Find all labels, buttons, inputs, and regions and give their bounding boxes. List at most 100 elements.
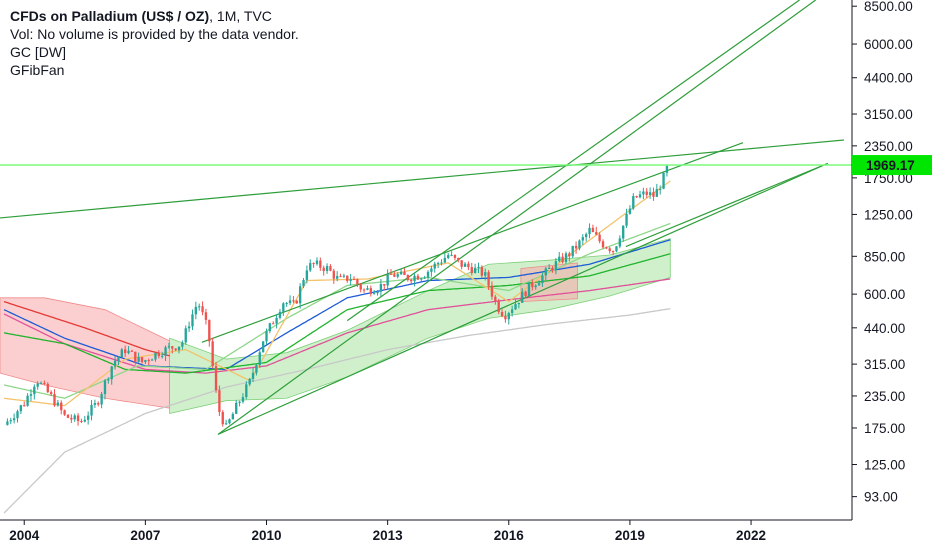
- symbol-name: CFDs on Palladium (US$ / OZ): [10, 8, 210, 24]
- ma-line-2: [3, 239, 671, 371]
- candle-body: [26, 395, 29, 406]
- candle-body: [551, 267, 554, 270]
- candle-body: [282, 303, 285, 312]
- candle-body: [194, 306, 198, 315]
- candle-body: [416, 275, 420, 280]
- candle-body: [228, 419, 231, 424]
- indicator-gc[interactable]: GC [DW]: [10, 44, 66, 60]
- candle-body: [248, 378, 251, 385]
- candle-body: [120, 349, 123, 358]
- candle-body: [544, 268, 547, 276]
- candle-body: [638, 194, 642, 198]
- x-tick-label: 2013: [373, 528, 404, 543]
- candle-body: [581, 237, 584, 241]
- candle-body: [652, 192, 655, 197]
- candle-body: [393, 274, 396, 277]
- candle-body: [487, 272, 490, 286]
- candle-body: [322, 267, 325, 272]
- candle-body: [463, 263, 467, 267]
- candle-body: [285, 303, 288, 305]
- candle-body: [490, 285, 494, 297]
- candle-body: [507, 313, 510, 320]
- candle-body: [467, 263, 470, 268]
- candle-body: [574, 245, 578, 249]
- candle-body: [325, 266, 329, 272]
- candle-body: [309, 263, 312, 271]
- candle-body: [211, 341, 214, 367]
- x-tick-label: 2022: [736, 528, 766, 543]
- candle-body: [352, 279, 356, 281]
- candle-body: [181, 342, 184, 347]
- candle-body: [588, 227, 591, 235]
- candle-body: [137, 357, 140, 362]
- candle-body: [268, 323, 272, 332]
- candle-body: [531, 282, 534, 288]
- candle-body: [46, 383, 49, 393]
- candle-body: [601, 241, 605, 248]
- y-tick-label: 4400.00: [864, 71, 913, 86]
- symbol-title[interactable]: CFDs on Palladium (US$ / OZ), 1M, TVC: [10, 7, 299, 25]
- candle-body: [265, 331, 268, 342]
- candle-body: [214, 366, 218, 391]
- candle-body: [187, 326, 191, 329]
- volume-note: Vol: No volume is provided by the data v…: [10, 26, 299, 42]
- candle-body: [315, 260, 319, 264]
- candle-body: [618, 238, 621, 247]
- candle-body: [117, 357, 120, 361]
- candle-body: [238, 401, 241, 403]
- candle-body: [591, 227, 595, 233]
- y-tick-label: 175.00: [864, 421, 905, 436]
- candle-body: [110, 366, 113, 380]
- candle-body: [312, 263, 315, 265]
- candle-body: [659, 188, 662, 190]
- candle-body: [123, 349, 127, 354]
- candle-body: [9, 420, 12, 422]
- candle-body: [359, 284, 362, 290]
- candle-body: [295, 300, 298, 304]
- candle-body: [60, 402, 63, 411]
- candle-body: [349, 279, 352, 281]
- ma-line-5: [3, 222, 671, 399]
- candle-body: [386, 273, 389, 286]
- candle-body: [642, 191, 645, 195]
- candle-body: [113, 360, 117, 367]
- candle-body: [662, 172, 665, 189]
- candle-body: [366, 288, 369, 290]
- candle-body: [184, 328, 187, 343]
- candle-body: [430, 268, 433, 272]
- candle-body: [655, 189, 659, 197]
- candle-body: [29, 394, 33, 396]
- candle-body: [332, 270, 335, 279]
- candle-body: [369, 288, 372, 294]
- candle-body: [161, 355, 164, 357]
- candle-body: [423, 277, 426, 279]
- y-axis[interactable]: 8500.006000.004400.003150.002350.001750.…: [852, 0, 913, 505]
- x-tick-label: 2007: [130, 528, 160, 543]
- candle-body: [140, 357, 144, 363]
- y-tick-label: 2350.00: [864, 139, 913, 154]
- chart-legend: CFDs on Palladium (US$ / OZ), 1M, TVC Vo…: [10, 7, 299, 79]
- x-tick-label: 2019: [615, 528, 645, 543]
- candle-body: [201, 306, 204, 313]
- price-tag-box: [852, 155, 932, 176]
- candle-body: [107, 379, 110, 381]
- candle-body: [584, 234, 588, 238]
- candle-body: [494, 296, 497, 302]
- candle-body: [339, 276, 342, 278]
- candle-body: [615, 246, 618, 252]
- fan-line-5: [625, 162, 829, 248]
- y-tick-label: 8500.00: [864, 0, 913, 14]
- candle-body: [90, 404, 93, 416]
- candle-body: [302, 279, 305, 287]
- y-tick-label: 1250.00: [864, 207, 913, 222]
- indicator-gfibfan[interactable]: GFibFan: [10, 62, 65, 78]
- candle-body: [554, 261, 558, 270]
- candle-body: [440, 262, 443, 264]
- candle-body: [80, 421, 83, 423]
- candle-body: [362, 289, 366, 291]
- x-axis[interactable]: 2004 2007 2010 2013 2016 2019 2022: [9, 520, 766, 543]
- candle-body: [470, 267, 473, 274]
- y-tick-label: 600.00: [864, 287, 905, 302]
- fan-line-3: [217, 0, 817, 435]
